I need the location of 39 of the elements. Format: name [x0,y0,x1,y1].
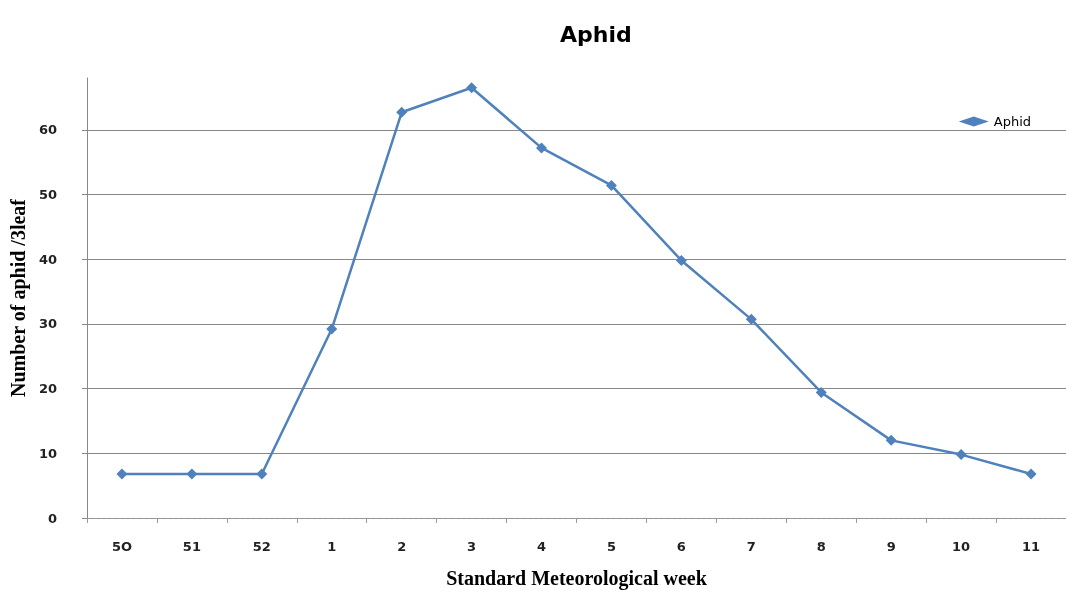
x-tick-label: 3 [467,539,477,554]
y-axis-title: Number of aphid /3leaf [7,198,30,397]
point [605,179,617,191]
x-tick-label: 9 [886,539,896,554]
point [1025,468,1037,480]
point [536,142,548,154]
y-tick-label: 60 [38,122,57,138]
y-tick-label: 50 [38,186,57,202]
point [745,313,757,325]
point [256,468,268,480]
x-tick-label: 5 [606,539,616,554]
point [955,449,967,461]
legend-label: Aphid [993,114,1031,129]
y-tick-label: 20 [38,381,57,397]
point [885,434,897,446]
x-tick-label: 4 [537,539,547,554]
x-tick-label: 2 [397,539,407,554]
y-tick-label: 40 [38,251,57,267]
point [186,468,198,480]
x-tick-label: 11 [1021,539,1041,554]
y-tick-label: 10 [38,445,57,461]
x-tick-label: 1 [327,539,337,554]
x-axis-title: Standard Meteorological week [446,567,708,590]
x-tick-label: 52 [252,539,271,554]
point [466,82,478,94]
x-tick-label: 10 [952,539,971,554]
point [675,254,687,266]
point [815,386,827,398]
point [396,106,408,118]
x-tick-label: 7 [746,539,756,554]
x-tick-label: 6 [676,539,686,554]
x-tick-label: 5O [111,539,133,554]
y-tick-label: 0 [47,510,57,526]
chart-title: Aphid [560,21,632,47]
point [116,468,128,480]
y-tick-label: 30 [38,316,57,332]
x-tick-label: 8 [816,539,826,554]
point [326,323,338,335]
x-tick-label: 51 [182,539,201,554]
